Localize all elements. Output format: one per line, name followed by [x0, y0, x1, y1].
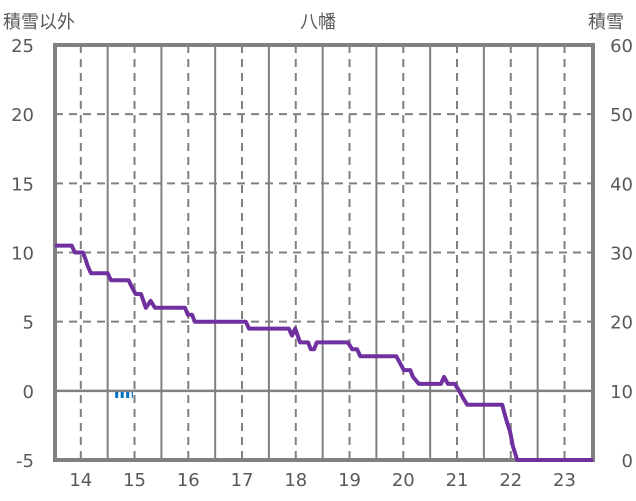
y-right-tick-label: 50 — [610, 105, 633, 126]
y-right-tick-label: 60 — [610, 36, 633, 57]
chart-title: 八幡 — [300, 12, 336, 33]
y-left-tick-label: 15 — [11, 174, 34, 195]
x-tick-label: 22 — [499, 470, 522, 491]
y-left-tick-label: 20 — [11, 105, 34, 126]
x-tick-label: 23 — [553, 470, 576, 491]
y-right-tick-label: 30 — [610, 244, 633, 265]
y-right-tick-label: 10 — [610, 382, 633, 403]
x-tick-label: 15 — [123, 470, 146, 491]
plot-frame — [53, 43, 595, 462]
x-tick-label: 20 — [392, 470, 415, 491]
x-tick-label: 19 — [338, 470, 361, 491]
y-right-tick-label: 0 — [622, 451, 633, 472]
y-left-tick-label: 10 — [11, 244, 34, 265]
y-left-tick-label: 5 — [23, 313, 34, 334]
x-tick-label: 17 — [231, 470, 254, 491]
x-tick-label: 21 — [446, 470, 469, 491]
y-right-tick-label: 20 — [610, 313, 633, 334]
series-line-0 — [55, 243, 593, 462]
x-tick-label: 18 — [284, 470, 307, 491]
y-left-tick-label: -5 — [16, 451, 34, 472]
y-left-tick-label: 25 — [11, 36, 34, 57]
x-tick-label: 14 — [69, 470, 92, 491]
y-left-tick-label: 0 — [23, 382, 34, 403]
x-tick-label: 16 — [177, 470, 200, 491]
y-right-tick-label: 40 — [610, 174, 633, 195]
right-axis-label: 積雪 — [588, 12, 624, 33]
left-axis-label: 積雪以外 — [3, 12, 75, 33]
